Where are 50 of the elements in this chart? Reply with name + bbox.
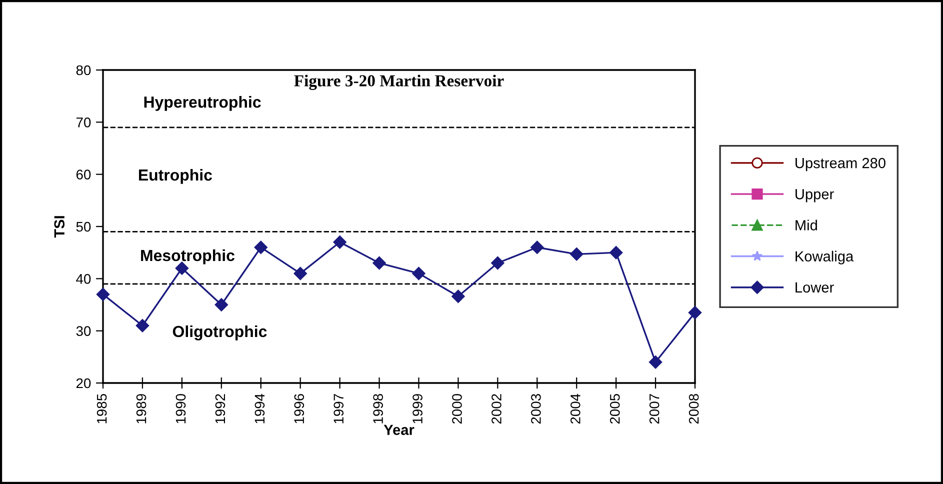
- x-tick-label: 1992: [215, 394, 226, 424]
- point: [412, 266, 426, 280]
- y-tick-label: 60: [76, 170, 91, 180]
- y-tick-label: 50: [76, 222, 91, 232]
- annotation: Eutrophic: [138, 168, 212, 184]
- point: [96, 288, 110, 301]
- point: [452, 290, 465, 303]
- legend-label: Upper: [796, 189, 834, 202]
- point: [609, 246, 623, 260]
- point: [688, 306, 702, 320]
- point: [491, 256, 504, 270]
- x-tick-label: 1998: [373, 394, 383, 424]
- x-tick-label: 1989: [136, 394, 146, 424]
- x-tick-label: 2002: [492, 394, 502, 424]
- point: [530, 240, 544, 254]
- y-axis-title: TSI: [54, 216, 65, 238]
- x-tick-label: 1994: [254, 394, 265, 424]
- x-tick-label: 2007: [649, 394, 660, 424]
- point: [648, 356, 662, 369]
- legend-label: Lower: [796, 282, 834, 293]
- x-tick-label: 1990: [176, 394, 186, 424]
- y-tick-label: 80: [76, 65, 91, 76]
- annotation: Oligotrophic: [172, 325, 267, 340]
- x-tick-label: 1985: [96, 394, 107, 424]
- point: [136, 319, 150, 332]
- legend-label: Kowaliga: [796, 250, 854, 264]
- point: [294, 266, 307, 280]
- x-axis-title: Year: [384, 424, 414, 436]
- point: [372, 256, 386, 270]
- point: [214, 298, 228, 312]
- point: [570, 248, 584, 261]
- x-tick-label: 2003: [531, 394, 541, 424]
- x-tick-label: 2008: [688, 394, 699, 424]
- legend-label: Upstream 280: [796, 158, 886, 172]
- x-tick-label: 2000: [452, 394, 462, 424]
- y-tick-label: 40: [76, 274, 91, 284]
- annotation: Hypereutrophic: [144, 96, 261, 111]
- chart-title: Figure 3-20 Martin Reservoir: [294, 74, 504, 90]
- annotation: Mesotrophic: [141, 249, 234, 264]
- y-tick-label: 20: [76, 378, 91, 388]
- y-tick-label: 70: [76, 118, 91, 128]
- x-tick-label: 1999: [412, 394, 422, 424]
- point: [254, 240, 268, 254]
- x-tick-label: 1997: [334, 394, 344, 424]
- x-tick-label: 2005: [610, 394, 620, 424]
- point: [333, 236, 346, 249]
- legend-label: Mid: [796, 220, 817, 230]
- y-tick-label: 30: [76, 326, 91, 336]
- x-tick-label: 2004: [570, 394, 580, 424]
- x-tick-label: 1996: [294, 394, 304, 424]
